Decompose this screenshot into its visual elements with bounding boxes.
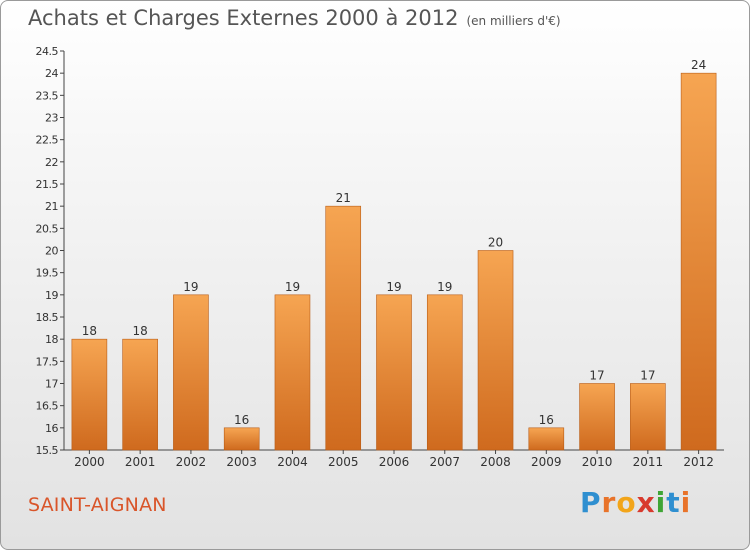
bar-2009 bbox=[528, 427, 565, 451]
bar-2007 bbox=[426, 294, 463, 451]
logo-letter: o bbox=[616, 486, 637, 519]
y-tick-label: 24 bbox=[45, 67, 58, 80]
logo-letter: t bbox=[666, 486, 681, 519]
x-tick-label: 2002 bbox=[176, 455, 207, 469]
bar-2008 bbox=[477, 250, 514, 451]
bar-value-label: 21 bbox=[336, 191, 351, 205]
y-tick-label: 16.5 bbox=[36, 400, 59, 413]
chart-unit: (en milliers d'€) bbox=[466, 14, 561, 28]
y-tick-label: 17.5 bbox=[36, 355, 59, 368]
commune-name: SAINT-AIGNAN bbox=[28, 494, 167, 516]
bar-2000 bbox=[71, 338, 108, 451]
x-tick-label: 2006 bbox=[379, 455, 410, 469]
x-tick-label: 2005 bbox=[328, 455, 359, 469]
chart-title-text: Achats et Charges Externes 2000 à 2012 bbox=[28, 6, 459, 30]
bar-value-label: 17 bbox=[589, 369, 604, 383]
bar-value-label: 19 bbox=[437, 280, 452, 294]
bar-2011 bbox=[630, 383, 666, 451]
bar-value-label: 18 bbox=[133, 324, 148, 338]
proxiti-logo: Proxiti bbox=[580, 486, 691, 519]
x-tick-label: 2001 bbox=[125, 455, 156, 469]
y-tick-label: 24.5 bbox=[36, 45, 59, 58]
logo-letter: x bbox=[636, 486, 656, 519]
bar-value-label: 19 bbox=[386, 280, 401, 294]
bar-value-label: 24 bbox=[691, 58, 706, 72]
y-tick-label: 20 bbox=[45, 245, 58, 258]
y-tick-label: 15.5 bbox=[36, 444, 59, 457]
y-tick-label: 18.5 bbox=[36, 311, 59, 324]
bar-2012 bbox=[680, 72, 717, 451]
bar-value-label: 19 bbox=[183, 280, 198, 294]
y-tick-label: 17 bbox=[45, 378, 58, 391]
x-tick-label: 2012 bbox=[683, 455, 714, 469]
y-tick-label: 21.5 bbox=[36, 178, 59, 191]
y-tick-label: 23.5 bbox=[36, 89, 59, 102]
logo-letter: r bbox=[601, 486, 617, 519]
bar-2006 bbox=[376, 294, 412, 451]
x-tick-label: 2008 bbox=[480, 455, 511, 469]
x-tick-label: 2004 bbox=[277, 455, 308, 469]
logo-letter: P bbox=[580, 486, 602, 519]
y-tick-label: 21 bbox=[45, 200, 58, 213]
bar-2003 bbox=[223, 427, 260, 451]
y-tick-label: 19 bbox=[45, 289, 58, 302]
x-tick-label: 2010 bbox=[582, 455, 613, 469]
bars: 18 18 19 16 19 21 19 19 20 16 17 17 24 bbox=[71, 58, 717, 451]
bar-value-label: 16 bbox=[539, 413, 554, 427]
chart-title: Achats et Charges Externes 2000 à 2012 (e… bbox=[28, 6, 561, 30]
bar-value-label: 20 bbox=[488, 236, 503, 250]
bar-value-label: 19 bbox=[285, 280, 300, 294]
y-tick-label: 20.5 bbox=[36, 222, 59, 235]
bar-2002 bbox=[173, 294, 209, 451]
bar-2001 bbox=[122, 338, 158, 451]
y-tick-label: 23 bbox=[45, 112, 58, 125]
y-tick-label: 16 bbox=[45, 422, 58, 435]
bar-value-label: 16 bbox=[234, 413, 249, 427]
bar-2010 bbox=[579, 383, 615, 451]
bar-value-label: 17 bbox=[640, 369, 655, 383]
bar-2004 bbox=[274, 294, 311, 451]
bar-2005 bbox=[325, 205, 362, 451]
logo-letter: i bbox=[680, 486, 692, 519]
y-tick-label: 22.5 bbox=[36, 134, 59, 147]
y-tick-label: 22 bbox=[45, 156, 58, 169]
x-tick-label: 2009 bbox=[531, 455, 562, 469]
x-tick-label: 2007 bbox=[429, 455, 460, 469]
x-tick-label: 2011 bbox=[633, 455, 664, 469]
x-axis: 2000 2001 2002 2003 2004 2005 2006 2007 2008 2009… bbox=[74, 450, 714, 469]
y-tick-label: 19.5 bbox=[36, 267, 59, 280]
y-tick-label: 18 bbox=[45, 333, 58, 346]
x-tick-label: 2000 bbox=[74, 455, 105, 469]
logo-letter: i bbox=[655, 486, 667, 519]
x-tick-label: 2003 bbox=[226, 455, 257, 469]
bar-value-label: 18 bbox=[82, 324, 97, 338]
